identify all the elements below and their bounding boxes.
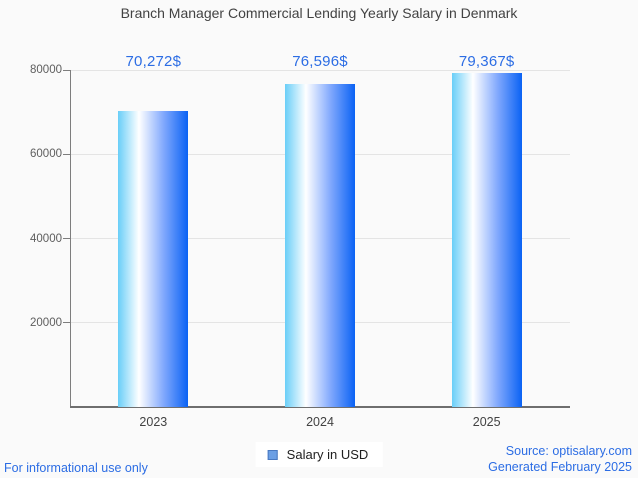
gridline [70, 69, 570, 71]
generated-date: Generated February 2025 [488, 460, 632, 474]
value-label-2024: 76,596$ [292, 53, 348, 70]
value-label-2025: 79,367$ [458, 53, 515, 70]
x-axis-label-2024: 2024 [306, 415, 334, 429]
y-tick-label: 40000 [30, 232, 62, 245]
y-tick-mark [63, 322, 70, 324]
y-tick-label: 60000 [30, 148, 62, 161]
y-tick-mark [63, 238, 70, 239]
bar-2024[interactable] [285, 84, 355, 407]
y-tick-label: 20000 [30, 316, 62, 329]
x-axis-label-2025: 2025 [472, 415, 501, 429]
legend-marker-icon [267, 449, 278, 460]
x-axis-line [70, 406, 570, 408]
y-axis-line [70, 70, 71, 407]
value-label-2023: 70,272$ [125, 53, 182, 70]
disclaimer-text: For informational use only [4, 461, 148, 475]
y-tick-mark [63, 153, 70, 155]
plot-area: 20000 40000 60000 80000 70,272$ 2023 76,596$ 20… [30, 53, 570, 429]
legend-label: Salary in USD [286, 447, 369, 462]
x-axis-label-2023: 2023 [139, 415, 168, 429]
bar-2023[interactable] [118, 110, 189, 407]
y-tick-label: 80000 [30, 64, 62, 76]
legend[interactable]: Salary in USD [255, 442, 383, 467]
footer-source-block: Source: optisalary.com Generated Februar… [488, 443, 632, 475]
bar-2025[interactable] [451, 72, 522, 407]
chart-title: Branch Manager Commercial Lending Yearly… [120, 5, 518, 21]
source-link[interactable]: Source: optisalary.com [505, 444, 632, 458]
y-tick-mark [63, 69, 70, 71]
